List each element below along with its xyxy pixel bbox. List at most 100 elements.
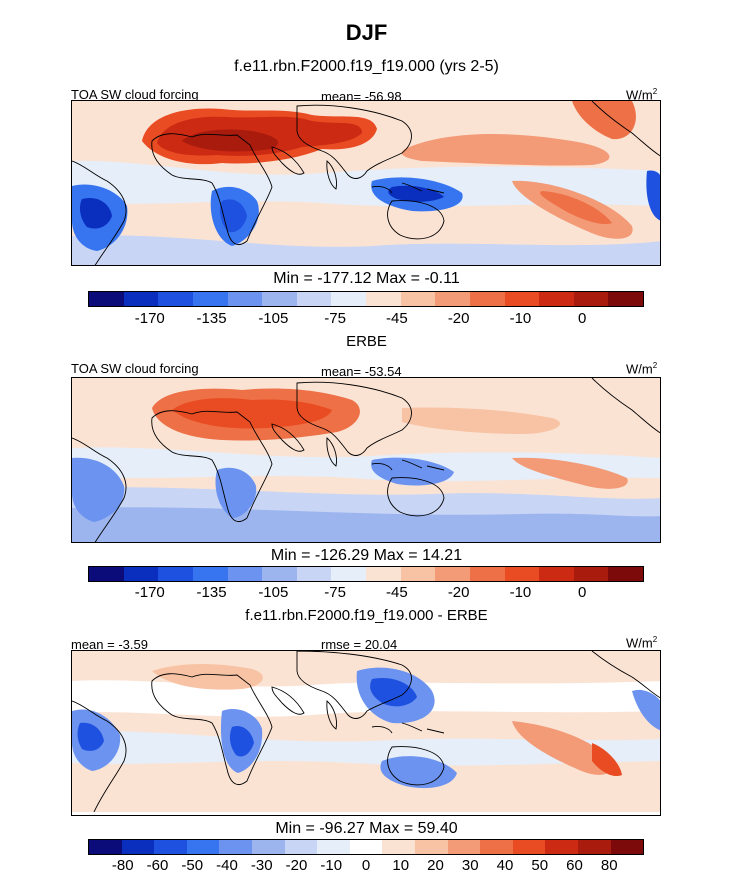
panel-1-map <box>71 100 661 266</box>
south-america-coastline <box>72 437 127 542</box>
colorbar-tick-label: -10 <box>509 310 532 327</box>
panel-2-map <box>71 377 661 543</box>
southeast-pacific-red <box>512 721 613 775</box>
southern-africa-core <box>229 725 254 757</box>
colorbar-swatch <box>331 292 366 306</box>
india-coastline <box>326 437 337 467</box>
south-america-blue <box>72 457 125 522</box>
colorbar-swatch <box>608 292 643 306</box>
colorbar-tick-label: 20 <box>427 857 444 874</box>
colorbar-swatch <box>504 292 540 306</box>
maritime-continent-core <box>370 677 417 707</box>
colorbar-swatch <box>435 292 470 306</box>
india-coastline <box>326 700 337 730</box>
colorbar-tick-label: -60 <box>146 857 169 874</box>
colorbar-swatch <box>400 292 436 306</box>
panel-1-map-plot <box>72 101 660 265</box>
colorbar-tick-label: 40 <box>496 857 514 874</box>
panel-2-title: ERBE <box>346 333 387 350</box>
colorbar-tick-label: 10 <box>392 857 410 874</box>
colorbar-swatch <box>539 567 574 581</box>
colorbar-tick-label: 0 <box>578 584 587 601</box>
colorbar-swatch <box>366 292 401 306</box>
east-edge-blue <box>646 170 660 221</box>
colorbar-swatch <box>251 840 285 854</box>
colorbar-swatch <box>219 840 252 854</box>
panel-1-colorbar-ticks: -170 -135 -105 -75 -45 -20 -10 0 <box>88 310 644 330</box>
north-america-coastline <box>591 378 660 434</box>
north-america-coastline <box>591 101 660 157</box>
colorbar-tick-label: -135 <box>196 584 227 601</box>
north-america-coastline <box>591 651 660 699</box>
africa-coastline <box>151 673 273 785</box>
panel-2-map-plot <box>72 378 660 542</box>
colorbar-tick-label: -20 <box>447 584 470 601</box>
sahara-peak <box>182 129 279 152</box>
panel-2-variable-label: TOA SW cloud forcing <box>71 361 199 376</box>
colorbar-swatch <box>366 567 401 581</box>
australia-coastline <box>387 746 445 786</box>
colorbar-swatch <box>121 840 155 854</box>
australia-coastline <box>387 477 445 517</box>
panel-2-mean-label: mean= -53.54 <box>321 364 402 379</box>
colorbar-swatch <box>89 292 124 306</box>
colorbar-tick-label: -20 <box>447 310 470 327</box>
colorbar-tick-label: -45 <box>386 310 408 327</box>
pacific-south-red <box>512 457 628 489</box>
colorbar-swatch <box>154 840 187 854</box>
arabia-coastline <box>271 423 305 452</box>
indonesia-coastline <box>371 182 445 194</box>
indonesia-coastline <box>371 722 445 734</box>
colorbar-swatch <box>400 567 436 581</box>
colorbar-tick-label: -135 <box>196 310 227 327</box>
southern-africa-core <box>219 199 247 233</box>
colorbar-swatch <box>469 292 505 306</box>
panel-2-colorbar <box>88 566 644 582</box>
colorbar-swatch <box>296 567 332 581</box>
colorbar-tick-label: -45 <box>386 584 408 601</box>
indonesia-coastline <box>371 459 445 471</box>
panel-1-variable-label: TOA SW cloud forcing <box>71 87 199 102</box>
colorbar-swatch <box>158 292 193 306</box>
colorbar-tick-label: -10 <box>320 857 343 874</box>
colorbar-tick-label: -105 <box>258 584 289 601</box>
panel-1-title: f.e11.rbn.F2000.f19_f19.000 (yrs 2-5) <box>234 58 499 75</box>
panel-2-minmax: Min = -126.29 Max = 14.21 <box>270 547 463 564</box>
colorbar-swatch <box>227 567 263 581</box>
colorbar-swatch <box>545 840 578 854</box>
south-america-core <box>79 197 112 229</box>
panel-3-colorbar <box>88 839 644 855</box>
colorbar-tick-label: -170 <box>134 584 165 601</box>
australia-blue <box>380 756 457 789</box>
panel-3-rmse-label: rmse = 20.04 <box>321 637 398 652</box>
africa-coastline <box>151 133 273 245</box>
colorbar-tick-label: -80 <box>111 857 134 874</box>
colorbar-swatch <box>512 840 546 854</box>
colorbar-swatch <box>192 292 228 306</box>
panel-3-coastlines <box>72 651 660 812</box>
colorbar-tick-label: -10 <box>509 584 532 601</box>
colorbar-tick-label: 0 <box>578 310 587 327</box>
panel-2-colorbar-ticks: -170 -135 -105 -75 -45 -20 -10 0 <box>88 584 644 604</box>
colorbar-swatch <box>610 840 644 854</box>
panel-2-coastlines <box>72 378 660 542</box>
colorbar-tick-label: -105 <box>258 310 289 327</box>
panel-3-units-label: W/m2 <box>626 635 658 651</box>
colorbar-swatch <box>284 840 318 854</box>
colorbar-swatch <box>577 840 611 854</box>
sahara-arabia-core <box>172 398 332 429</box>
panel-2-units-label: W/m2 <box>626 361 658 377</box>
colorbar-swatch <box>262 292 297 306</box>
colorbar-swatch <box>123 292 159 306</box>
colorbar-tick-label: 80 <box>600 857 618 874</box>
colorbar-swatch <box>447 840 481 854</box>
pacific-north-red <box>402 407 561 434</box>
panel-3-mean-label: mean = -3.59 <box>71 637 148 652</box>
colorbar-swatch <box>435 567 470 581</box>
eurasia-coastline <box>296 104 412 179</box>
north-africa-red <box>152 664 263 690</box>
arabia-coastline <box>271 146 305 175</box>
panel-3-colorbar-ticks: -80 -60 -50 -40 -30 -20 -10 0 10 20 30 40 50 60 80 <box>88 857 644 877</box>
colorbar-tick-label: 30 <box>461 857 479 874</box>
colorbar-swatch <box>349 840 383 854</box>
